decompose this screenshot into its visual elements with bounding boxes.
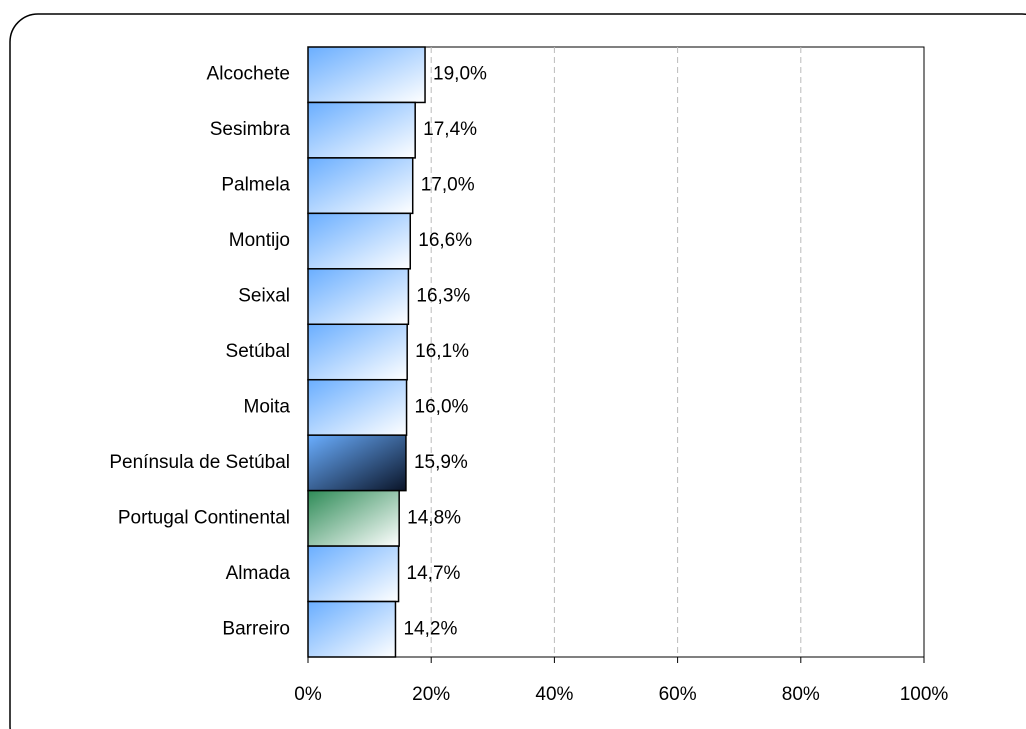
value-label: 16,6% (418, 230, 472, 251)
bar (307, 268, 410, 326)
x-tick-label: 0% (294, 684, 322, 705)
value-label: 14,8% (407, 507, 461, 528)
bar (307, 157, 414, 215)
bar (307, 212, 412, 270)
y-tick-label: Setúbal (226, 341, 290, 362)
value-label: 17,4% (423, 119, 477, 140)
bar (307, 46, 426, 104)
x-tick-label: 80% (782, 684, 820, 705)
y-tick-label: Palmela (221, 175, 290, 196)
value-label: 14,2% (403, 618, 457, 639)
value-label: 16,3% (416, 286, 470, 307)
x-tick-label: 40% (535, 684, 573, 705)
y-tick-label: Península de Setúbal (109, 452, 290, 473)
bar (307, 600, 397, 658)
value-label: 14,7% (407, 563, 461, 584)
value-label: 17,0% (421, 175, 475, 196)
y-tick-label: Montijo (229, 230, 290, 251)
value-label: 19,0% (433, 64, 487, 85)
y-tick-label: Moita (244, 396, 291, 417)
bar (307, 378, 408, 436)
value-label: 16,0% (415, 396, 469, 417)
y-tick-label: Seixal (238, 286, 290, 307)
y-tick-label: Barreiro (222, 618, 290, 639)
chart-frame (9, 13, 1026, 729)
y-tick-label: Portugal Continental (118, 507, 290, 528)
value-label: 15,9% (414, 452, 468, 473)
bar (307, 545, 400, 603)
value-label: 16,1% (415, 341, 469, 362)
y-tick-label: Sesimbra (210, 119, 291, 140)
bar (307, 489, 400, 547)
bar (307, 323, 408, 381)
bar (307, 434, 407, 492)
bar (307, 101, 416, 159)
y-tick-label: Alcochete (207, 64, 290, 85)
x-tick-label: 100% (900, 684, 949, 705)
x-tick-label: 60% (659, 684, 697, 705)
x-tick-label: 20% (412, 684, 450, 705)
y-tick-label: Almada (226, 563, 291, 584)
